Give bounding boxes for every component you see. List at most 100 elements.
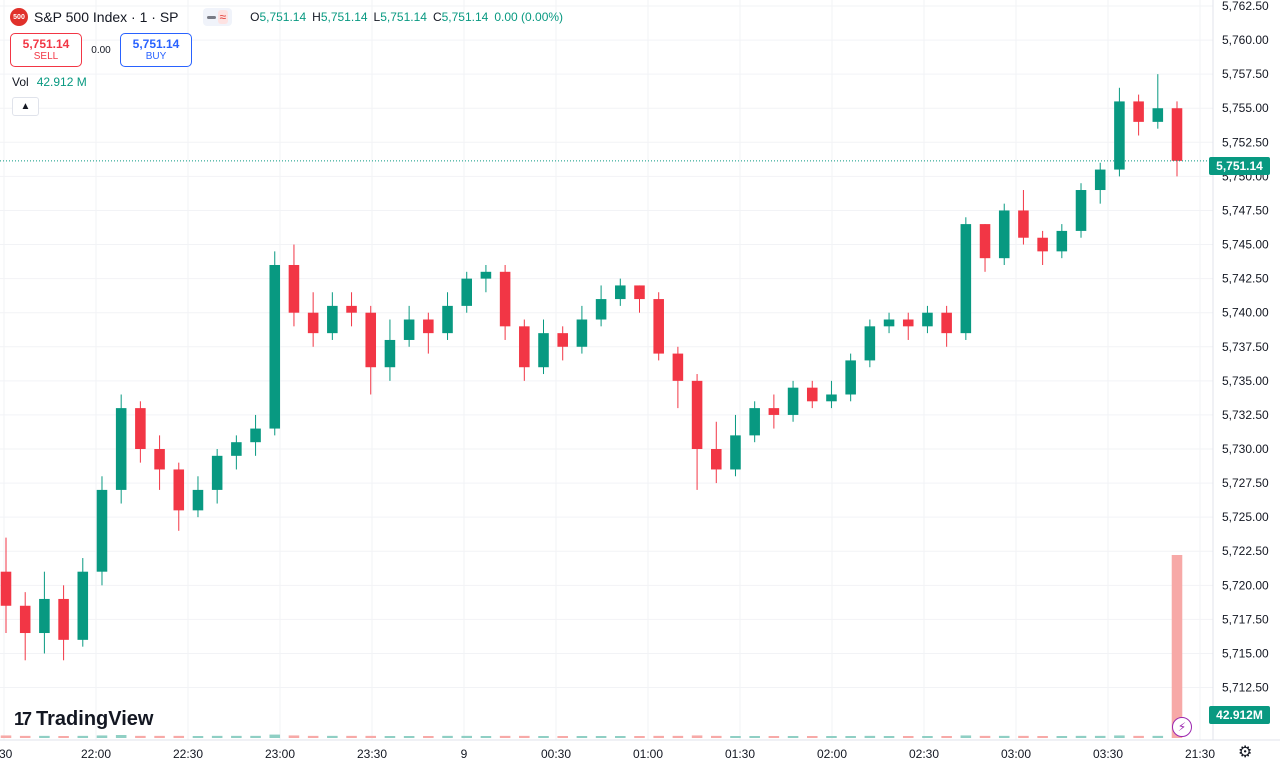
last-price-tag: 5,751.14 xyxy=(1209,157,1270,175)
buy-button[interactable]: 5,751.14 BUY xyxy=(120,33,192,67)
candle-body xyxy=(480,271,492,279)
candle-body xyxy=(1075,190,1087,231)
y-tick-label: 5,730.00 xyxy=(1222,442,1269,456)
y-tick-label: 5,752.50 xyxy=(1222,135,1269,149)
ohlc-open-value: 5,751.14 xyxy=(259,10,307,24)
volume-bar xyxy=(442,735,453,738)
volume-bar xyxy=(576,736,588,738)
x-tick-label: 9 xyxy=(461,747,468,761)
volume-bar xyxy=(883,736,895,738)
candle-body xyxy=(1133,101,1144,122)
candle-body xyxy=(845,360,856,395)
candle-body xyxy=(346,305,357,313)
candle-body xyxy=(595,299,607,320)
volume-bar xyxy=(154,735,165,738)
volume-bar xyxy=(595,736,607,738)
volume-bar xyxy=(749,736,760,738)
ohlc-high-value: 5,751.14 xyxy=(320,10,368,24)
volume-value: 42.912 M xyxy=(36,75,87,89)
ohlc-open-key: O xyxy=(250,10,260,24)
candle-body xyxy=(979,224,991,259)
volume-bar xyxy=(77,735,89,738)
tradingview-logo[interactable]: 17 TradingView xyxy=(14,708,153,731)
candle-body xyxy=(499,271,511,327)
candle-body xyxy=(327,305,338,334)
symbol-legend: 500 S&P 500 Index · 1 · SP ≈ O5,751.14 H… xyxy=(10,8,563,26)
candle-body xyxy=(250,428,261,443)
volume-bar xyxy=(1152,735,1164,738)
y-tick-label: 5,727.50 xyxy=(1222,476,1269,490)
candle-body xyxy=(307,312,319,334)
candle-body xyxy=(173,469,185,511)
ohlc-change: 0.00 (0.00%) xyxy=(494,10,564,24)
volume-bar xyxy=(1037,736,1048,738)
volume-bar xyxy=(327,735,338,738)
x-tick-label: 03:30 xyxy=(1093,747,1123,761)
candle-body xyxy=(1018,210,1029,238)
volume-bar xyxy=(768,736,780,738)
y-tick-label: 5,755.00 xyxy=(1222,101,1269,115)
volume-bar xyxy=(557,736,568,738)
volume-bar xyxy=(1075,735,1087,738)
volume-bar xyxy=(1094,735,1106,738)
candle-body xyxy=(806,387,818,402)
volume-bar xyxy=(979,735,991,738)
volume-legend: Vol 42.912 M xyxy=(12,75,87,89)
volume-bar xyxy=(0,735,12,738)
volume-bar xyxy=(922,736,933,738)
eye-icon[interactable] xyxy=(206,15,216,19)
volume-bar xyxy=(403,736,415,738)
candle-body xyxy=(211,455,223,490)
buy-label: BUY xyxy=(145,51,167,62)
volume-bar xyxy=(691,735,703,738)
candle-body xyxy=(922,312,933,327)
y-tick-label: 5,722.50 xyxy=(1222,544,1269,558)
volume-label: Vol xyxy=(12,75,29,89)
x-tick-label: 21:30 xyxy=(1185,747,1215,761)
x-tick-label: 03:00 xyxy=(1001,747,1031,761)
ohlc-values: O5,751.14 H5,751.14 L5,751.14 C5,751.14 … xyxy=(250,10,563,24)
volume-bar xyxy=(96,735,108,738)
candle-body xyxy=(39,598,50,634)
visibility-toggle[interactable]: ≈ xyxy=(202,8,233,26)
volume-bar xyxy=(1114,735,1125,738)
candle-body xyxy=(77,571,89,640)
chevron-up-icon[interactable]: ▲ xyxy=(12,97,39,116)
volume-bar xyxy=(1018,735,1029,738)
volume-bar xyxy=(653,735,664,738)
volume-bar xyxy=(269,734,281,738)
spread-value: 0.00 xyxy=(91,44,111,56)
y-tick-label: 5,735.00 xyxy=(1222,374,1269,388)
y-tick-label: 5,712.50 xyxy=(1222,681,1269,695)
x-tick-label: :30 xyxy=(0,747,13,761)
volume-bar xyxy=(250,735,261,738)
volume-bar xyxy=(365,735,377,738)
volume-bar xyxy=(826,736,837,738)
x-tick-label: 02:30 xyxy=(909,747,939,761)
candle-body xyxy=(19,605,31,634)
sell-button[interactable]: 5,751.14 SELL xyxy=(10,33,82,67)
volume-bar xyxy=(211,735,223,738)
candle-body xyxy=(1037,237,1048,252)
x-tick-label: 23:00 xyxy=(265,747,295,761)
candle-body xyxy=(192,489,204,511)
candle-body xyxy=(653,299,664,354)
candle-body xyxy=(135,408,146,450)
volume-bar xyxy=(423,736,434,738)
volume-bar xyxy=(39,735,50,738)
candle-body xyxy=(749,408,760,436)
ohlc-high-key: H xyxy=(312,10,321,24)
wave-icon[interactable]: ≈ xyxy=(217,10,229,24)
gear-icon[interactable]: ⚙ xyxy=(1238,744,1253,761)
symbol-title[interactable]: S&P 500 Index · 1 · SP xyxy=(34,9,179,25)
volume-bar xyxy=(710,735,722,738)
volume-bar xyxy=(58,736,69,738)
lightning-icon[interactable]: ⚡ xyxy=(1172,717,1192,737)
sell-label: SELL xyxy=(33,51,59,62)
volume-bar xyxy=(806,736,818,738)
candle-body xyxy=(365,312,377,368)
candle-body xyxy=(787,387,799,415)
candle-body xyxy=(710,449,722,470)
